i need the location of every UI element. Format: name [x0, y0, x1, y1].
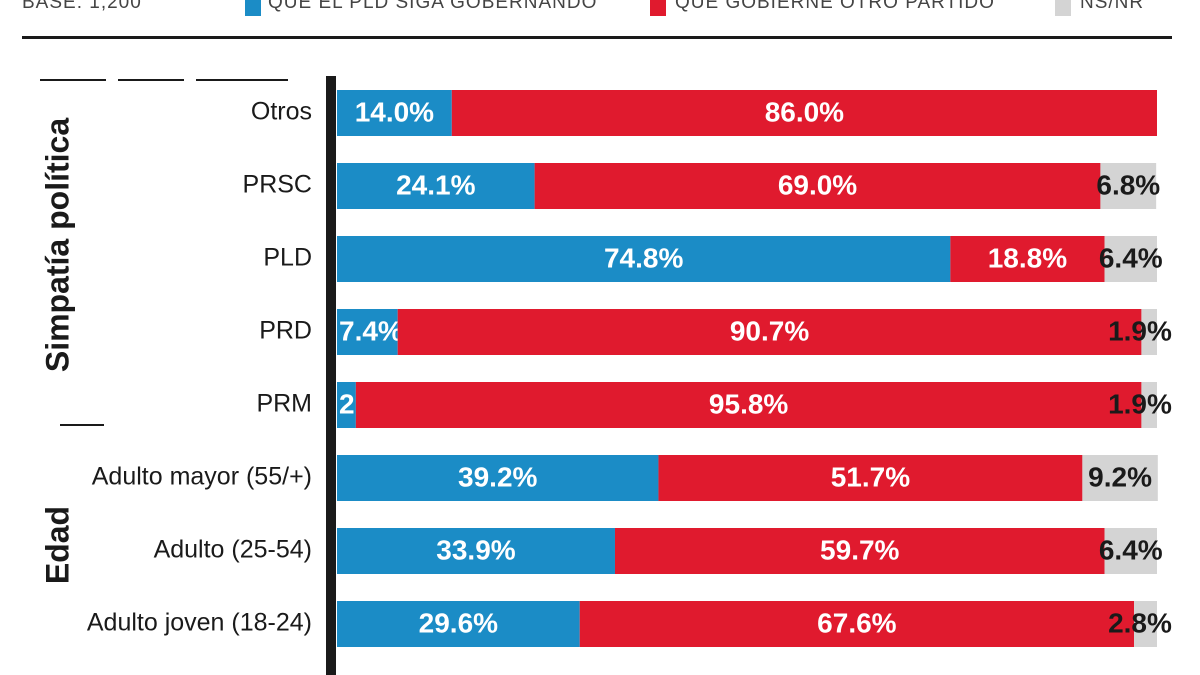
data-label: 6.8% [1096, 169, 1160, 200]
bar-segment [1104, 528, 1157, 574]
category-label: Adulto (25-54) [154, 536, 312, 564]
category-label: Adulto mayor (55/+) [92, 463, 312, 491]
header-rule [22, 36, 1172, 39]
bar-segment [337, 163, 535, 209]
bar-segment [1082, 455, 1158, 501]
legend-label-pld: QUE EL PLD SIGA GOBERNANDO [268, 0, 598, 13]
bar-segment [337, 528, 615, 574]
bar-segment [1141, 309, 1157, 355]
legend-swatch-nsnr [1055, 0, 1071, 16]
bar-segment [614, 528, 1105, 574]
data-label: 95.8% [709, 388, 788, 419]
bar-segment [1134, 601, 1157, 647]
legend-label-nsnr: NS/NR [1080, 0, 1145, 13]
legend-swatch-otro [650, 0, 666, 16]
data-label: 90.7% [730, 315, 809, 346]
data-label: 18.8% [988, 242, 1067, 273]
bar-segment [337, 309, 398, 355]
category-label: PLD [263, 244, 312, 272]
data-label: 74.8% [604, 242, 683, 273]
bar-segment [451, 90, 1157, 136]
category-label: PRSC [243, 171, 312, 199]
bar-segment [950, 236, 1105, 282]
bar-segment [337, 455, 659, 501]
data-label: 39.2% [458, 461, 537, 492]
bar-segment [1104, 236, 1157, 282]
data-label: 86.0% [765, 96, 844, 127]
data-label: 9.2% [1088, 461, 1152, 492]
category-label: PRD [259, 317, 312, 345]
bar-segment [337, 601, 580, 647]
chart-header: BASE: 1,200 QUE EL PLD SIGA GOBERNANDO Q… [0, 0, 1200, 36]
data-label: 24.1% [396, 169, 475, 200]
bar-segment [1100, 163, 1157, 209]
base-label: BASE: 1,200 [22, 0, 142, 13]
data-label: 14.0% [355, 96, 434, 127]
category-label: Otros [251, 98, 312, 126]
legend-label-otro: QUE GOBIERNE OTRO PARTIDO [675, 0, 995, 13]
category-label: Adulto joven (18-24) [87, 609, 312, 637]
bar-segment [1141, 382, 1157, 428]
category-label: PRM [256, 390, 312, 418]
legend-swatch-pld [245, 0, 261, 16]
bar-segment [579, 601, 1135, 647]
data-label: 1.9% [1108, 388, 1172, 419]
data-label: 67.6% [817, 607, 896, 638]
bar-segment [658, 455, 1083, 501]
data-label: 69.0% [778, 169, 857, 200]
data-label: 51.7% [831, 461, 910, 492]
data-label: 29.6% [419, 607, 498, 638]
data-label: 7.4% [339, 315, 403, 346]
data-label: 6.4% [1099, 242, 1163, 273]
data-label: 2.8% [1108, 607, 1172, 638]
bar-segment [337, 382, 356, 428]
data-label: 1.9% [1108, 315, 1172, 346]
group-label-0: Simpatía política [39, 118, 75, 372]
bar-segment [397, 309, 1142, 355]
bar-segment [337, 90, 452, 136]
bar-segment [534, 163, 1101, 209]
axis-spine [326, 76, 336, 675]
bar-segment [355, 382, 1142, 428]
group-label-1: Edad [39, 506, 75, 584]
bar-segment [337, 236, 951, 282]
data-label: 6.4% [1099, 534, 1163, 565]
data-label: 59.7% [820, 534, 899, 565]
data-label: 33.9% [436, 534, 515, 565]
